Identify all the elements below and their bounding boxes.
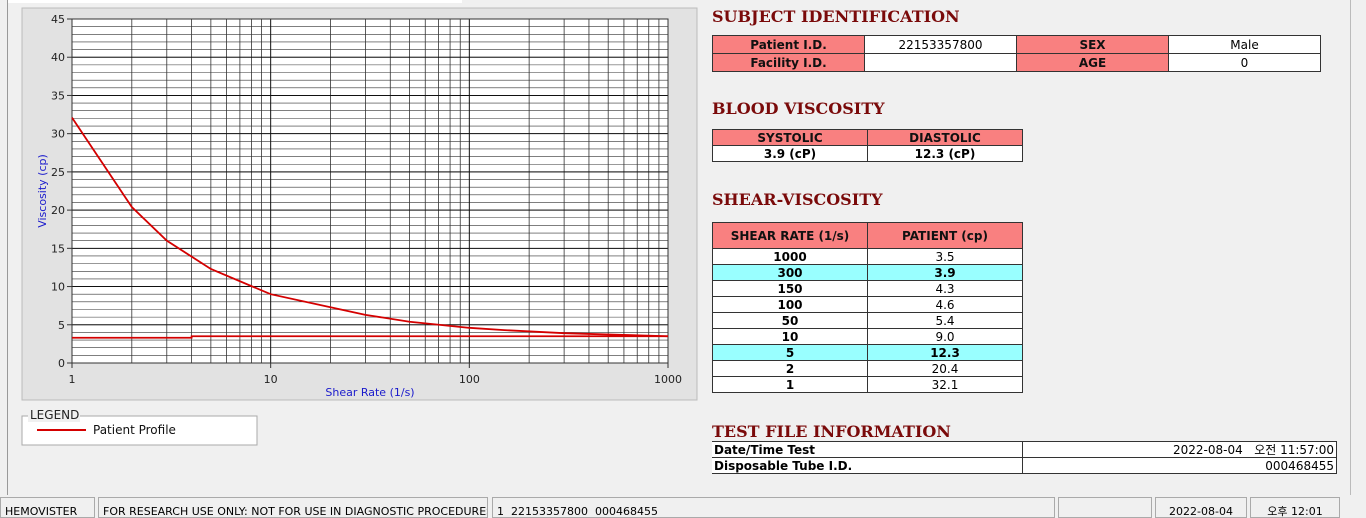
table-row: 1000 3.5 — [712, 248, 1023, 265]
x-tick-label: 1 — [69, 373, 76, 386]
plot-area — [72, 19, 668, 363]
table-row: 3.9 (cP) 12.3 (cP) — [712, 145, 1023, 162]
table-row: 2 20.4 — [712, 360, 1023, 377]
status-cell: 오후 12:01 — [1250, 497, 1340, 518]
table-cell: Patient I.D. — [712, 35, 865, 54]
table-cell — [864, 53, 1017, 72]
y-tick-label: 45 — [51, 13, 65, 26]
chart: Shear Rate (1/s) Viscosity (cp) LEGEND 0… — [21, 7, 698, 446]
subject-table: Patient I.D. 22153357800 SEX Male Facility I… — [712, 35, 1321, 72]
right-scrollbar — [1350, 0, 1351, 495]
table-row: 50 5.4 — [712, 312, 1023, 329]
table-cell: 50 — [712, 312, 868, 329]
section-title: SHEAR-VISCOSITY — [712, 190, 883, 209]
shear-viscosity-table: SHEAR RATE (1/s) PATIENT (cp) 1000 3.5 300 3.… — [712, 222, 1023, 393]
table-header: SHEAR RATE (1/s) PATIENT (cp) — [712, 222, 1023, 249]
table-cell: 1 — [712, 376, 868, 393]
table-cell: Date/Time Test — [712, 441, 1023, 458]
status-cell: 2022-08-04 — [1155, 497, 1247, 518]
x-tick-label: 1000 — [654, 373, 682, 386]
table-row: 100 4.6 — [712, 296, 1023, 313]
table-cell: 300 — [712, 264, 868, 281]
table-cell: 3.5 — [867, 248, 1023, 265]
table-row: 300 3.9 — [712, 264, 1023, 281]
table-cell: PATIENT (cp) — [867, 222, 1023, 249]
table-cell: 32.1 — [867, 376, 1023, 393]
table-cell: 9.0 — [867, 328, 1023, 345]
y-tick-label: 20 — [51, 204, 65, 217]
blood-viscosity-table: SYSTOLIC DIASTOLIC 3.9 (cP) 12.3 (cP) — [712, 129, 1023, 162]
table-cell: Disposable Tube I.D. — [712, 457, 1023, 474]
section-title: SUBJECT IDENTIFICATION — [712, 7, 960, 26]
table-cell: 4.3 — [867, 280, 1023, 297]
table-cell: 22153357800 — [864, 35, 1017, 54]
section-title: BLOOD VISCOSITY — [712, 99, 885, 118]
table-cell: 5.4 — [867, 312, 1023, 329]
series-line — [71, 117, 669, 338]
table-cell: 5 — [712, 344, 868, 361]
table-cell: 150 — [712, 280, 868, 297]
plot-border — [71, 18, 669, 364]
table-row: 1 32.1 — [712, 376, 1023, 393]
y-axis-title: Viscosity (cp) — [36, 154, 49, 228]
y-tick-label: 30 — [51, 128, 65, 141]
table-cell: SEX — [1016, 35, 1169, 54]
y-tick-label: 10 — [51, 281, 65, 294]
x-axis-title: Shear Rate (1/s) — [325, 386, 414, 399]
status-cell: FOR RESEARCH USE ONLY: NOT FOR USE IN DI… — [98, 497, 488, 518]
legend-title-bg — [28, 408, 80, 422]
table-row: 150 4.3 — [712, 280, 1023, 297]
table-cell: 2 — [712, 360, 868, 377]
table-cell: 0 — [1168, 53, 1321, 72]
table-cell: 10 — [712, 328, 868, 345]
y-tick-label: 5 — [58, 319, 65, 332]
table-cell: 20.4 — [867, 360, 1023, 377]
status-cell — [1058, 497, 1152, 518]
status-cell: 1 22153357800 000468455 — [492, 497, 1055, 518]
top-strip — [8, 0, 462, 3]
section-title: TEST FILE INFORMATION — [712, 422, 951, 441]
table-cell: SHEAR RATE (1/s) — [712, 222, 868, 249]
table-cell: 1000 — [712, 248, 868, 265]
table-cell: 4.6 — [867, 296, 1023, 313]
table-cell: 000468455 — [1022, 457, 1337, 474]
table-header: SYSTOLIC DIASTOLIC — [712, 129, 1023, 146]
x-tick-label: 10 — [264, 373, 278, 386]
table-cell: Facility I.D. — [712, 53, 865, 72]
table-cell: 12.3 — [867, 344, 1023, 361]
table-cell: 100 — [712, 296, 868, 313]
table-cell: SYSTOLIC — [712, 129, 868, 146]
table-row: Date/Time Test 2022-08-04 오전 11:57:00 — [712, 441, 1337, 458]
y-tick-label: 25 — [51, 166, 65, 179]
left-edge — [7, 0, 8, 495]
table-cell: 12.3 (cP) — [867, 145, 1023, 162]
table-cell: DIASTOLIC — [867, 129, 1023, 146]
y-tick-label: 35 — [51, 89, 65, 102]
table-row: 10 9.0 — [712, 328, 1023, 345]
status-cell: HEMOVISTER — [0, 497, 95, 518]
test-file-table: Date/Time Test 2022-08-04 오전 11:57:00 Disp… — [712, 441, 1337, 474]
table-row: Patient I.D. 22153357800 SEX Male — [712, 35, 1321, 54]
table-row: 5 12.3 — [712, 344, 1023, 361]
table-row: Disposable Tube I.D. 000468455 — [712, 457, 1337, 474]
series-line — [72, 335, 668, 339]
table-cell: AGE — [1016, 53, 1169, 72]
y-tick-label: 40 — [51, 51, 65, 64]
legend-title: LEGEND — [30, 408, 79, 422]
table-cell: Male — [1168, 35, 1321, 54]
legend-label: Patient Profile — [93, 423, 176, 437]
x-tick-label: 100 — [459, 373, 480, 386]
table-cell: 3.9 — [867, 264, 1023, 281]
table-cell: 3.9 (cP) — [712, 145, 868, 162]
y-tick-label: 15 — [51, 242, 65, 255]
table-row: Facility I.D. AGE 0 — [712, 53, 1321, 72]
table-cell: 2022-08-04 오전 11:57:00 — [1022, 441, 1337, 458]
y-tick-label: 0 — [58, 357, 65, 370]
